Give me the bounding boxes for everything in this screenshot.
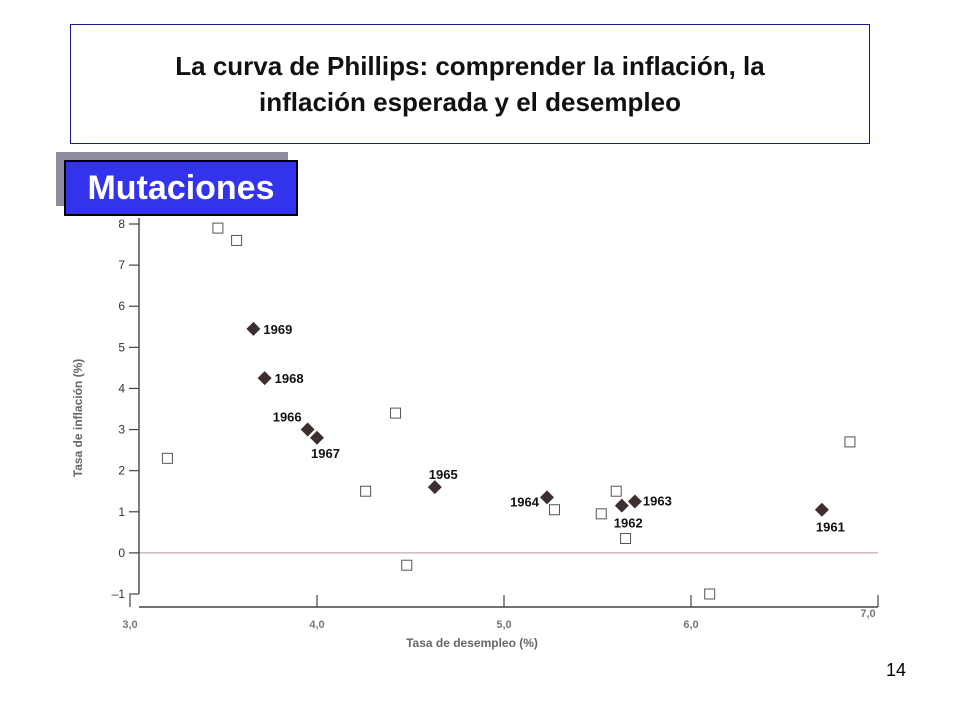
year-label-1969: 1969 bbox=[263, 322, 292, 337]
diamond-point-1966 bbox=[300, 422, 315, 437]
y-tick-label: 8 bbox=[118, 217, 125, 231]
y-tick-label: 7 bbox=[118, 258, 125, 272]
year-label-1961: 1961 bbox=[816, 520, 845, 535]
y-tick-label: 3 bbox=[118, 423, 125, 437]
square-point bbox=[548, 504, 560, 516]
square-point bbox=[161, 452, 173, 464]
x-tick-label: 7,0 bbox=[860, 608, 875, 620]
x-tick-label: 3,0 bbox=[122, 619, 137, 631]
square-point bbox=[610, 485, 622, 497]
y-axis-title: Tasa de inflación (%) bbox=[71, 359, 85, 477]
y-tick-label: 2 bbox=[118, 464, 125, 478]
page-number: 14 bbox=[885, 660, 906, 680]
diamond-point-1961 bbox=[814, 502, 829, 517]
axes-layer: –1 0 1 2 3 4 5 6 7 8 Tasa de inflación (%) 3,0 4,0 5,… bbox=[71, 217, 879, 650]
square-point bbox=[401, 559, 413, 571]
square-point bbox=[704, 588, 716, 600]
y-tick-label: 1 bbox=[118, 505, 125, 519]
title-line-2: inflación esperada y el desempleo bbox=[259, 87, 681, 117]
diamond-point-1968 bbox=[257, 371, 272, 386]
year-label-1963: 1963 bbox=[643, 494, 672, 509]
diamond-point-1962 bbox=[614, 498, 629, 513]
square-point bbox=[620, 533, 632, 544]
square-point bbox=[231, 234, 243, 246]
marks-layer bbox=[161, 222, 856, 600]
square-point bbox=[595, 508, 607, 520]
mutaciones-badge: Mutaciones bbox=[64, 160, 298, 216]
diamond-point-1969 bbox=[246, 321, 261, 336]
square-point bbox=[844, 436, 856, 448]
square-point bbox=[212, 222, 224, 234]
y-tick-label: 5 bbox=[118, 340, 125, 354]
year-label-1965: 1965 bbox=[429, 467, 458, 482]
year-label-1967: 1967 bbox=[311, 446, 340, 461]
x-tick-label: 6,0 bbox=[683, 619, 698, 631]
year-label-1964: 1964 bbox=[510, 494, 540, 509]
title-box: La curva de Phillips: comprender la infl… bbox=[70, 24, 870, 144]
diamond-point-1967 bbox=[310, 430, 324, 445]
year-label-1962: 1962 bbox=[614, 516, 643, 531]
square-point bbox=[360, 485, 372, 497]
year-label-1966: 1966 bbox=[273, 410, 302, 425]
diamond-point-1965 bbox=[427, 480, 442, 495]
y-tick-label: –1 bbox=[112, 587, 126, 601]
diamond-point-1964 bbox=[540, 490, 555, 505]
x-tick-label: 4,0 bbox=[309, 619, 324, 631]
square-point bbox=[390, 407, 402, 419]
slide-title: La curva de Phillips: comprender la infl… bbox=[175, 48, 765, 120]
y-tick-label: 4 bbox=[118, 381, 125, 395]
x-axis-title: Tasa de desempleo (%) bbox=[406, 636, 538, 650]
diamond-point-1963 bbox=[627, 494, 642, 509]
y-tick-label: 0 bbox=[118, 546, 125, 560]
y-tick-label: 6 bbox=[118, 299, 125, 313]
title-line-1: La curva de Phillips: comprender la infl… bbox=[175, 51, 765, 81]
x-tick-label: 5,0 bbox=[496, 619, 511, 631]
year-label-1968: 1968 bbox=[275, 371, 304, 386]
